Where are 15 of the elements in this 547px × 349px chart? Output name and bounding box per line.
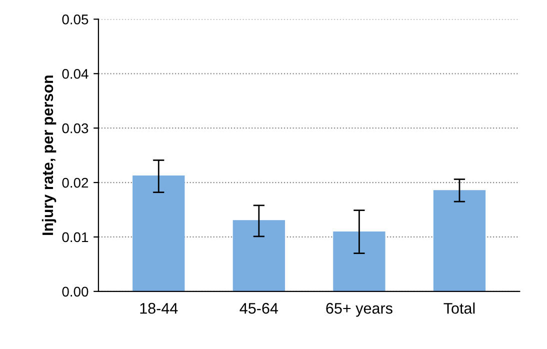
x-tick-label: 45-64 [240, 302, 278, 314]
x-tick-label: 18-44 [140, 302, 178, 314]
y-tick-label: 0.01 [62, 232, 88, 242]
x-tick-label: Total [444, 302, 475, 314]
bar [333, 232, 386, 292]
y-tick-label: 0.05 [62, 14, 88, 24]
bar [232, 220, 285, 292]
bar [433, 190, 486, 292]
y-tick-label: 0.02 [62, 178, 88, 188]
y-tick-label: 0.04 [62, 68, 88, 79]
bar [132, 175, 185, 292]
x-tick-label: 65+ years [326, 302, 392, 317]
y-axis-title: Injury rate, per person [42, 76, 56, 235]
y-tick-label: 0.00 [62, 286, 88, 297]
y-tick-label: 0.03 [62, 123, 88, 134]
